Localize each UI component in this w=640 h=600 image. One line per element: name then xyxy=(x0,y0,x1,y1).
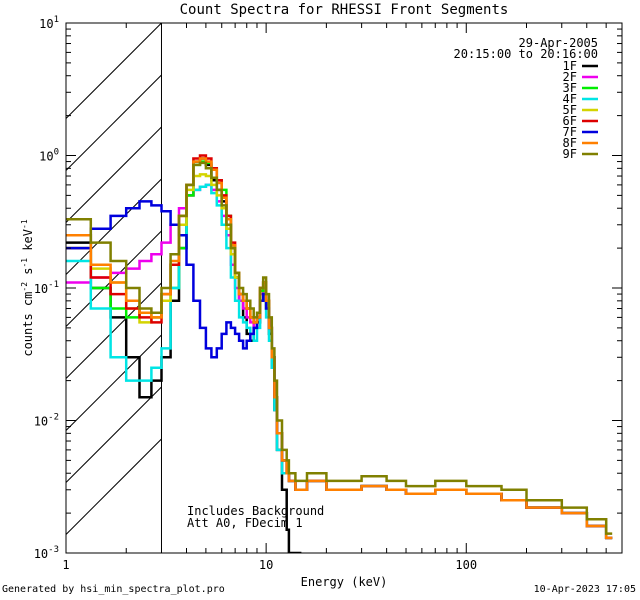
hatch-line xyxy=(65,22,162,119)
hatch-line xyxy=(65,230,162,327)
x-tick-label: 10 xyxy=(259,558,273,572)
series-line-2F xyxy=(66,183,613,540)
footer-timestamp: 10-Apr-2023 17:05 xyxy=(533,584,636,595)
annotation-attenuator: Att A0, FDecim 1 xyxy=(187,516,303,530)
series-line-9F xyxy=(66,161,613,535)
plot-frame xyxy=(65,22,623,554)
axes: 1 10 100 10-3 10-2 10-1 100 101 xyxy=(34,15,623,572)
legend-label-5F: 5F xyxy=(563,103,577,117)
y-tick-label: 10-3 xyxy=(34,545,59,561)
x-tick-label: 100 xyxy=(455,558,477,572)
hatch-line xyxy=(65,74,162,171)
attenuator-hatch-region xyxy=(65,22,162,553)
legend-label-1F: 1F xyxy=(563,59,577,73)
hatch-line xyxy=(65,282,162,379)
series-layer xyxy=(66,154,613,553)
y-tick-label: 100 xyxy=(39,148,59,164)
annotation-background: Includes Background xyxy=(187,504,324,518)
legend-label-3F: 3F xyxy=(563,81,577,95)
hatch-line xyxy=(65,126,162,223)
series-line-1F xyxy=(66,157,302,553)
legend-label-6F: 6F xyxy=(563,114,577,128)
series-line-7F xyxy=(66,200,613,540)
y-tick-label: 101 xyxy=(39,15,59,31)
series-line-4F xyxy=(66,183,613,540)
legend-label-7F: 7F xyxy=(563,125,577,139)
y-tick-label: 10-1 xyxy=(34,280,59,296)
x-tick-label: 1 xyxy=(62,558,69,572)
hatch-line xyxy=(65,438,162,535)
legend-label-4F: 4F xyxy=(563,92,577,106)
footer-generated-by: Generated by hsi_min_spectra_plot.pro xyxy=(2,584,225,595)
date-label: 29-Apr-2005 xyxy=(519,36,598,50)
series-line-5F xyxy=(66,173,613,540)
hatch-line xyxy=(65,334,162,431)
y-axis-label: counts cm-2 s-1 keV-1 xyxy=(20,219,35,356)
hatch-line xyxy=(65,178,162,275)
legend-label-9F: 9F xyxy=(563,147,577,161)
legend-label-2F: 2F xyxy=(563,70,577,84)
hatch-line xyxy=(65,386,162,483)
chart-title: Count Spectra for RHESSI Front Segments xyxy=(180,2,509,18)
x-axis-label: Energy (keV) xyxy=(301,575,388,589)
legend-label-8F: 8F xyxy=(563,136,577,150)
time-range-label: 20:15:00 to 20:16:00 xyxy=(454,47,599,61)
y-tick-label: 10-2 xyxy=(34,413,59,429)
